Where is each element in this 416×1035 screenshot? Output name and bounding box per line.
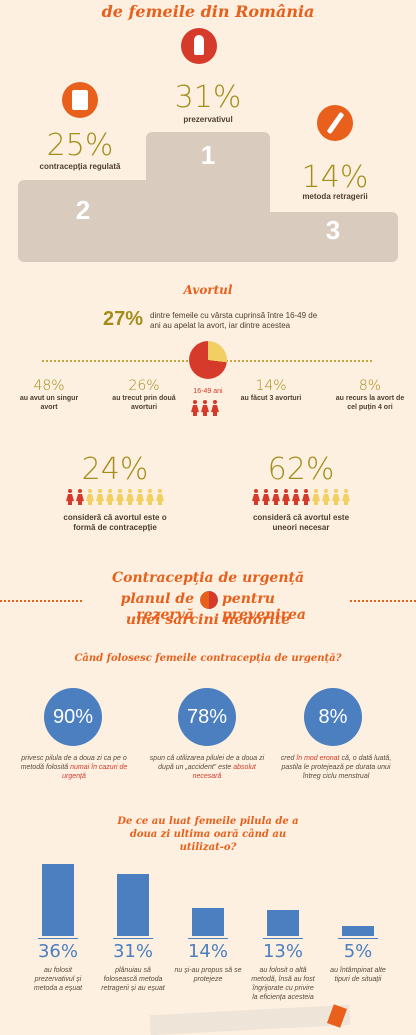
bar-value-label: 5% (343, 941, 373, 962)
women-row-2 (226, 489, 376, 507)
half-pill-icon (199, 590, 219, 610)
bar-value-label: 13% (262, 941, 303, 962)
bar (267, 910, 299, 936)
abortion-stat-4: 8% au recurs la avort de cel puțin 4 ori (335, 378, 405, 411)
podium-place-3: 3 (325, 215, 341, 245)
women-icon (190, 400, 230, 421)
abortion-stat-3: 14% au făcut 3 avorturi (240, 378, 302, 402)
emergency-dotline-left (0, 600, 82, 602)
bar-value-label: 36% (37, 941, 78, 962)
bar-baseline (338, 938, 378, 939)
page-title: de femeile din România (101, 2, 315, 21)
woman-icon (146, 489, 154, 505)
podium-third-label: metoda retragerii (302, 192, 368, 201)
woman-icon (116, 489, 124, 505)
bar (42, 864, 74, 936)
opinion-2: 62% consideră că avortul este uneori nec… (226, 452, 376, 533)
circle-78-text: spun că utilizarea pilulei de a doua zi … (149, 755, 265, 780)
emergency-title-1: Contracepția de urgență (111, 570, 305, 586)
podium-block-third (268, 212, 398, 262)
woman-icon (86, 489, 94, 505)
circle-90-text: privesc pilula de a doua zi ca pe o meto… (20, 755, 128, 780)
woman-icon (252, 489, 260, 505)
woman-icon (312, 489, 320, 505)
bar-category-label: plănuiau să folosească metoda retragerii… (101, 967, 165, 992)
condom-icon (181, 28, 217, 64)
reasons-bar-chart: 36% au folosit prezervativul și metoda a … (0, 850, 416, 1025)
woman-icon (76, 489, 84, 505)
question-2: De ce au luat femeile pilula de a doua z… (117, 816, 299, 853)
abortion-title: Avortul (183, 283, 233, 297)
podium-block-second (18, 180, 148, 262)
pill-pack-icon (62, 82, 98, 118)
podium-block-first (146, 132, 270, 262)
podium-second-pct: 25% (46, 128, 114, 163)
podium: 31% prezervativul 25% contracepția regul… (0, 28, 416, 270)
woman-icon (332, 489, 340, 505)
bar-baseline (263, 938, 303, 939)
woman-icon (156, 489, 164, 505)
question-1: Când folosesc femeile contracepția de ur… (74, 653, 342, 664)
emergency-title-3: unei sarcini nedorite (125, 612, 291, 628)
bar-value-label: 31% (112, 941, 153, 962)
woman-icon (96, 489, 104, 505)
emergency-title-2a: planul de rezervă (120, 591, 194, 623)
woman-icon (136, 489, 144, 505)
woman-icon (66, 489, 74, 505)
circle-8-text: cred în mod eronat că, o dată luată, pas… (280, 755, 392, 780)
bar-baseline (188, 938, 228, 939)
bar-value-label: 14% (187, 941, 228, 962)
bar-baseline (113, 938, 153, 939)
woman-icon (272, 489, 280, 505)
abortion-headline-pct: 27% (103, 308, 144, 330)
podium-first-label: prezervativul (183, 115, 233, 124)
woman-icon (302, 489, 310, 505)
opinion-1-label: consideră că avortul este o formă de con… (63, 513, 167, 532)
bar-category-label: au întâmpinat alte tipuri de situații (330, 967, 386, 983)
woman-icon (106, 489, 114, 505)
podium-second-label: contracepția regulată (39, 162, 121, 171)
podium-place-2: 2 (75, 195, 91, 225)
opinion-2-pct: 62% (267, 452, 335, 487)
bar (117, 874, 149, 936)
opinion-1: 24% consideră că avortul este o formă de… (40, 452, 190, 533)
bar (342, 926, 374, 936)
abortion-headline-text: dintre femeile cu vârsta cuprinsă între … (150, 311, 318, 330)
podium-first-pct: 31% (174, 80, 242, 115)
woman-icon (126, 489, 134, 505)
woman-icon (292, 489, 300, 505)
pie-icon (189, 341, 227, 379)
opinion-1-pct: 24% (81, 452, 149, 487)
bar-category-label: au folosit prezervativul și metoda a eșu… (33, 967, 83, 992)
woman-icon (322, 489, 330, 505)
woman-icon (282, 489, 290, 505)
circle-90: 90% (44, 688, 102, 746)
bar (192, 908, 224, 936)
circle-78: 78% (178, 688, 236, 746)
opinion-2-label: consideră că avortul este uneori necesar (252, 513, 350, 532)
emergency-title-2b: pentru prevenirea (222, 591, 306, 623)
bar-category-label: nu și-au propus să se protejeze (174, 967, 242, 983)
bar-baseline (38, 938, 78, 939)
podium-third-pct: 14% (301, 160, 369, 195)
bar-category-label: au folosit o altă metodă, însă au fost î… (251, 967, 315, 1001)
champagne-icon (317, 105, 353, 141)
woman-icon (262, 489, 270, 505)
podium-place-1: 1 (200, 140, 216, 170)
circle-8: 8% (304, 688, 362, 746)
emergency-dotline-right (350, 600, 416, 602)
woman-icon (342, 489, 350, 505)
abortion-stat-1: 48% au avut un singur avort (19, 378, 79, 411)
age-label: 16-49 ani (193, 388, 223, 395)
abortion-stat-2: 26% au trecut prin două avorturi (112, 378, 176, 411)
women-row-1 (40, 489, 190, 507)
